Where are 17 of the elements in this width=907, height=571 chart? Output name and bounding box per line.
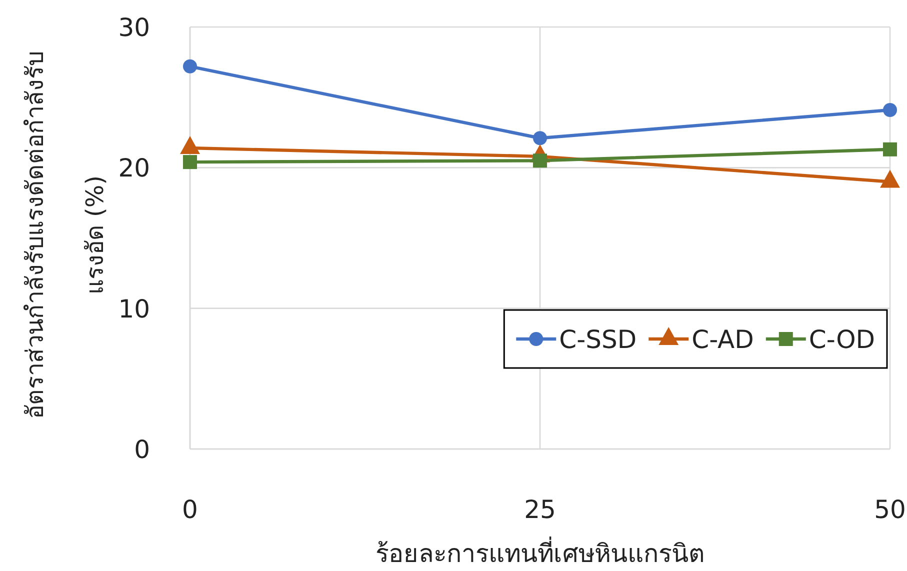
text: อัตราส่วนกำลังรับแรงดัดต่อกำลังรับแรงอัด (%): [21, 51, 109, 419]
point: [183, 155, 197, 170]
y-tick-label: 10: [118, 294, 150, 324]
x-tick-label: 0: [182, 495, 198, 524]
y-tick-label: 30: [118, 13, 150, 42]
point: [183, 59, 197, 74]
x-tick-label: 25: [524, 495, 556, 524]
x-axis-title: ร้อยละการแทนที่เศษหินแกรนิต: [376, 536, 704, 568]
legend-label: C-OD: [808, 325, 875, 354]
legend-label: C-AD: [692, 325, 754, 354]
point: [533, 131, 547, 146]
point: [883, 102, 897, 117]
x-tick-label: 50: [874, 495, 906, 524]
y-tick-label: 20: [118, 154, 150, 183]
y-tick-label: 0: [134, 435, 150, 464]
point: [883, 142, 897, 156]
legend-label: C-SSD: [559, 325, 637, 354]
